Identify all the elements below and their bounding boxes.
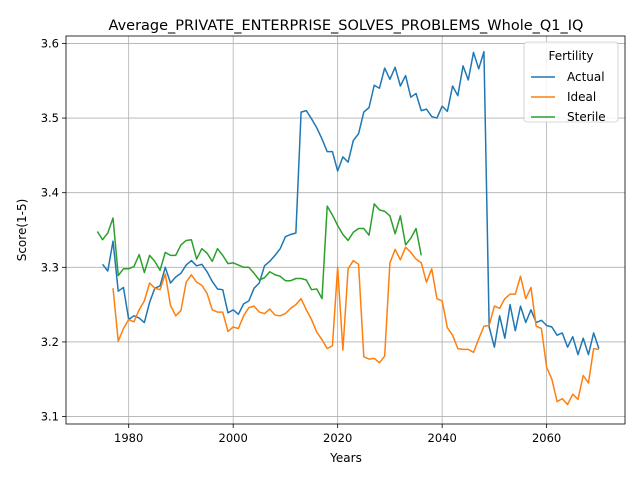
series-line-sterile	[96, 203, 422, 300]
x-axis-label: Years	[329, 451, 362, 465]
chart-title: Average_PRIVATE_ENTERPRISE_SOLVES_PROBLE…	[109, 18, 584, 34]
y-tick-label: 3.1	[41, 410, 59, 424]
series-layer	[96, 50, 600, 406]
y-axis-label: Score(1-5)	[15, 199, 29, 262]
x-tick-label: 2020	[323, 431, 352, 445]
legend-label-sterile: Sterile	[567, 110, 606, 124]
y-tick-label: 3.2	[41, 335, 59, 349]
legend-frame	[523, 41, 619, 123]
y-tick-label: 3.4	[41, 186, 59, 200]
plot-frame	[65, 35, 626, 425]
legend-label-ideal: Ideal	[567, 90, 596, 104]
x-tick-label: 1980	[114, 431, 143, 445]
series-line-actual	[101, 50, 600, 356]
series-line-ideal	[112, 246, 599, 406]
legend-label-actual: Actual	[567, 70, 605, 84]
x-tick-label: 2060	[532, 431, 561, 445]
y-tick-label: 3.5	[41, 111, 59, 125]
axis-ticks: 1980 2000 2020 2040 2060 3.1 3.2 3.3 3.4 3.5 3.6	[41, 36, 562, 445]
legend-title: Fertility	[548, 49, 593, 63]
y-tick-label: 3.6	[41, 36, 59, 50]
legend: Fertility Actual Ideal Sterile	[523, 41, 619, 124]
x-tick-label: 2040	[428, 431, 457, 445]
y-tick-label: 3.3	[41, 260, 59, 274]
x-tick-label: 2000	[219, 431, 248, 445]
legend-entries: Actual Ideal Sterile	[531, 70, 606, 124]
